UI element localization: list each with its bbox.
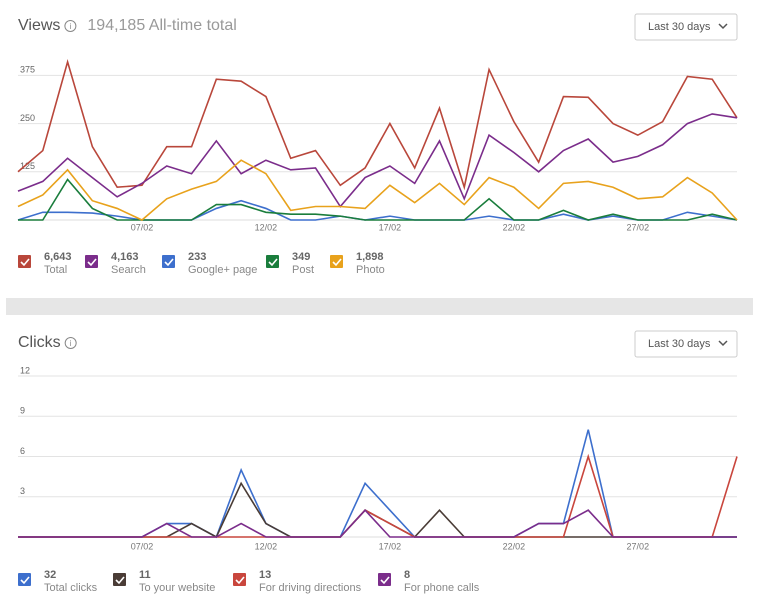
range-dropdown[interactable] [634,13,738,41]
info-i: i [70,339,72,348]
chart-subtitle: 194,185 All-time total [87,17,236,34]
x-tick-label: 07/02 [131,541,154,551]
legend-total: 13 [259,569,271,581]
separator [6,298,753,315]
info-icon [64,337,77,349]
check-icon [20,576,30,585]
series-line [18,429,737,539]
y-tick-label: 125 [20,161,35,171]
legend-total: 233 [188,251,206,263]
legend-total: 11 [139,569,151,581]
legend-label: For phone calls [404,582,480,594]
x-tick-label: 17/02 [379,541,402,551]
legend-total: 8 [404,569,410,581]
legend-checkbox[interactable] [18,255,31,268]
legend-total: 349 [292,251,310,263]
legend-total: 32 [44,569,56,581]
check-icon [87,258,97,267]
legend-label: For driving directions [259,582,362,594]
legend-checkbox[interactable] [233,573,246,586]
legend-label: Google+ page [188,264,257,276]
y-tick-label: 250 [20,113,35,123]
y-tick-label: 3 [20,486,25,496]
y-tick-label: 12 [20,365,30,375]
check-icon [20,258,30,267]
legend-total: 4,163 [111,251,139,263]
y-tick-label: 375 [20,65,35,75]
legend-label: Post [292,264,314,276]
dropdown-arrow [718,340,728,347]
dropdown-arrow [718,23,728,30]
legend-checkbox[interactable] [266,255,279,268]
x-tick-label: 22/02 [503,222,526,232]
y-tick-label: 9 [20,406,25,416]
series-line [18,508,737,538]
range-dropdown[interactable] [634,330,738,358]
legend-label: Photo [356,264,385,276]
dropdown-label: Last 30 days [648,338,711,350]
dropdown-label: Last 30 days [648,21,711,33]
series-line [18,178,738,221]
chart-title: Clicks [18,334,61,351]
x-tick-label: 22/02 [503,541,526,551]
legend-total: 1,898 [356,251,384,263]
info-icon [64,20,77,32]
series-line [17,159,738,221]
series-line [17,113,738,208]
legend-total: 6,643 [44,251,72,263]
x-tick-label: 12/02 [255,541,278,551]
x-tick-label: 07/02 [131,222,154,232]
legend-checkbox[interactable] [18,573,31,586]
legend-checkbox[interactable] [330,255,343,268]
check-icon [332,258,342,267]
y-tick-label: 6 [20,446,25,456]
x-tick-label: 12/02 [255,222,278,232]
legend-checkbox[interactable] [113,573,126,586]
legend-checkbox[interactable] [85,255,98,268]
legend-checkbox[interactable] [378,573,391,586]
legend-label: Total clicks [44,582,98,594]
chart-title: Views [18,17,60,34]
check-icon [235,576,245,585]
check-icon [164,258,174,267]
check-icon [115,576,125,585]
x-tick-label: 17/02 [379,222,402,232]
check-icon [380,576,390,585]
series-line [17,58,738,191]
info-i: i [70,22,72,31]
x-tick-label: 27/02 [627,222,650,232]
check-icon [268,258,278,267]
legend-label: Search [111,264,146,276]
legend-checkbox[interactable] [162,255,175,268]
series-line [18,481,737,539]
x-tick-label: 27/02 [627,541,650,551]
legend-label: Total [44,264,67,276]
legend-label: To your website [139,582,215,594]
series-line [17,199,738,221]
